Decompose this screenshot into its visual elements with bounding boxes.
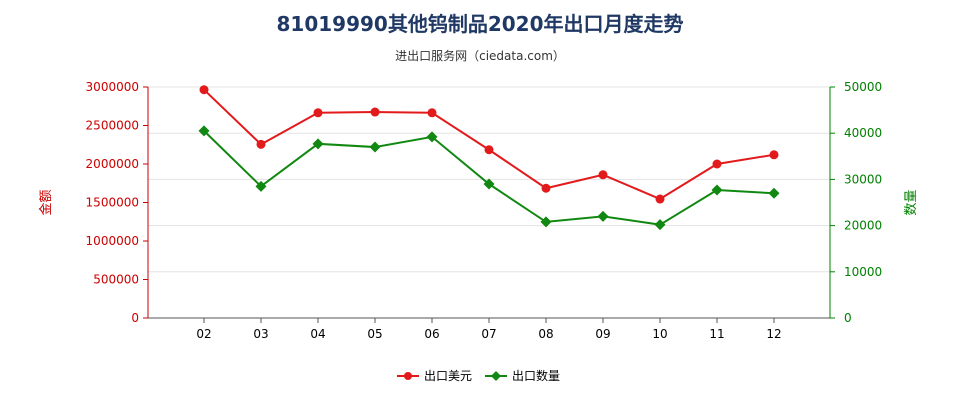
- data-point-circle: [313, 108, 323, 118]
- x-tick-label: 11: [709, 327, 724, 341]
- legend-label: 出口数量: [512, 368, 560, 383]
- x-tick-label: 10: [652, 327, 667, 341]
- left-tick-label: 2000000: [86, 157, 139, 171]
- data-point-circle: [427, 108, 437, 118]
- legend-marker-diamond: [491, 371, 501, 381]
- left-axis-title: 金额: [38, 189, 54, 215]
- left-tick-label: 1000000: [86, 234, 139, 248]
- data-point-diamond: [198, 125, 210, 137]
- left-tick-label: 1500000: [86, 196, 139, 210]
- data-point-circle: [370, 107, 380, 117]
- left-tick-label: 0: [131, 311, 139, 325]
- left-tick-label: 2500000: [86, 119, 139, 133]
- legend-marker-circle: [404, 372, 412, 380]
- grid-layer: [148, 86, 830, 273]
- x-tick-label: 03: [253, 327, 268, 341]
- data-point-circle: [199, 85, 209, 95]
- chart-title: 81019990其他钨制品2020年出口月度走势: [276, 12, 684, 36]
- right-tick-label: 40000: [844, 126, 882, 140]
- x-tick-label: 06: [424, 327, 439, 341]
- right-tick-label: 20000: [844, 219, 882, 233]
- chart-subtitle: 进出口服务网（ciedata.com）: [395, 49, 565, 63]
- data-point-circle: [598, 170, 608, 180]
- x-tick-label: 04: [310, 327, 325, 341]
- right-tick-label: 50000: [844, 80, 882, 94]
- data-point-circle: [712, 159, 722, 169]
- data-point-circle: [541, 183, 551, 193]
- x-tick-label: 12: [766, 327, 781, 341]
- data-point-diamond: [369, 141, 381, 153]
- data-point-diamond: [483, 178, 495, 190]
- x-tick-label: 02: [196, 327, 211, 341]
- data-point-circle: [655, 194, 665, 204]
- data-point-circle: [256, 139, 266, 149]
- left-tick-label: 3000000: [86, 80, 139, 94]
- data-point-diamond: [312, 138, 324, 150]
- right-axis-title: 数量: [904, 189, 919, 215]
- data-point-diamond: [426, 131, 438, 143]
- left-tick-label: 500000: [93, 273, 139, 287]
- data-point-diamond: [540, 216, 552, 228]
- x-tick-label: 07: [481, 327, 496, 341]
- right-tick-label: 30000: [844, 172, 882, 186]
- series-layer: [198, 85, 780, 231]
- data-point-diamond: [711, 184, 723, 196]
- x-tick-label: 05: [367, 327, 382, 341]
- axes-layer: 0500000100000015000002000000250000030000…: [38, 80, 919, 341]
- data-point-diamond: [654, 219, 666, 231]
- data-point-diamond: [597, 210, 609, 222]
- right-tick-label: 10000: [844, 265, 882, 279]
- legend: 出口美元 出口数量: [397, 368, 560, 383]
- right-tick-label: 0: [844, 311, 852, 325]
- data-point-diamond: [255, 180, 267, 192]
- x-tick-label: 08: [538, 327, 553, 341]
- series-line-1: [203, 130, 775, 226]
- data-point-diamond: [768, 187, 780, 199]
- x-tick-label: 09: [595, 327, 610, 341]
- data-point-circle: [769, 150, 779, 160]
- data-point-circle: [484, 145, 494, 155]
- legend-label: 出口美元: [424, 369, 472, 383]
